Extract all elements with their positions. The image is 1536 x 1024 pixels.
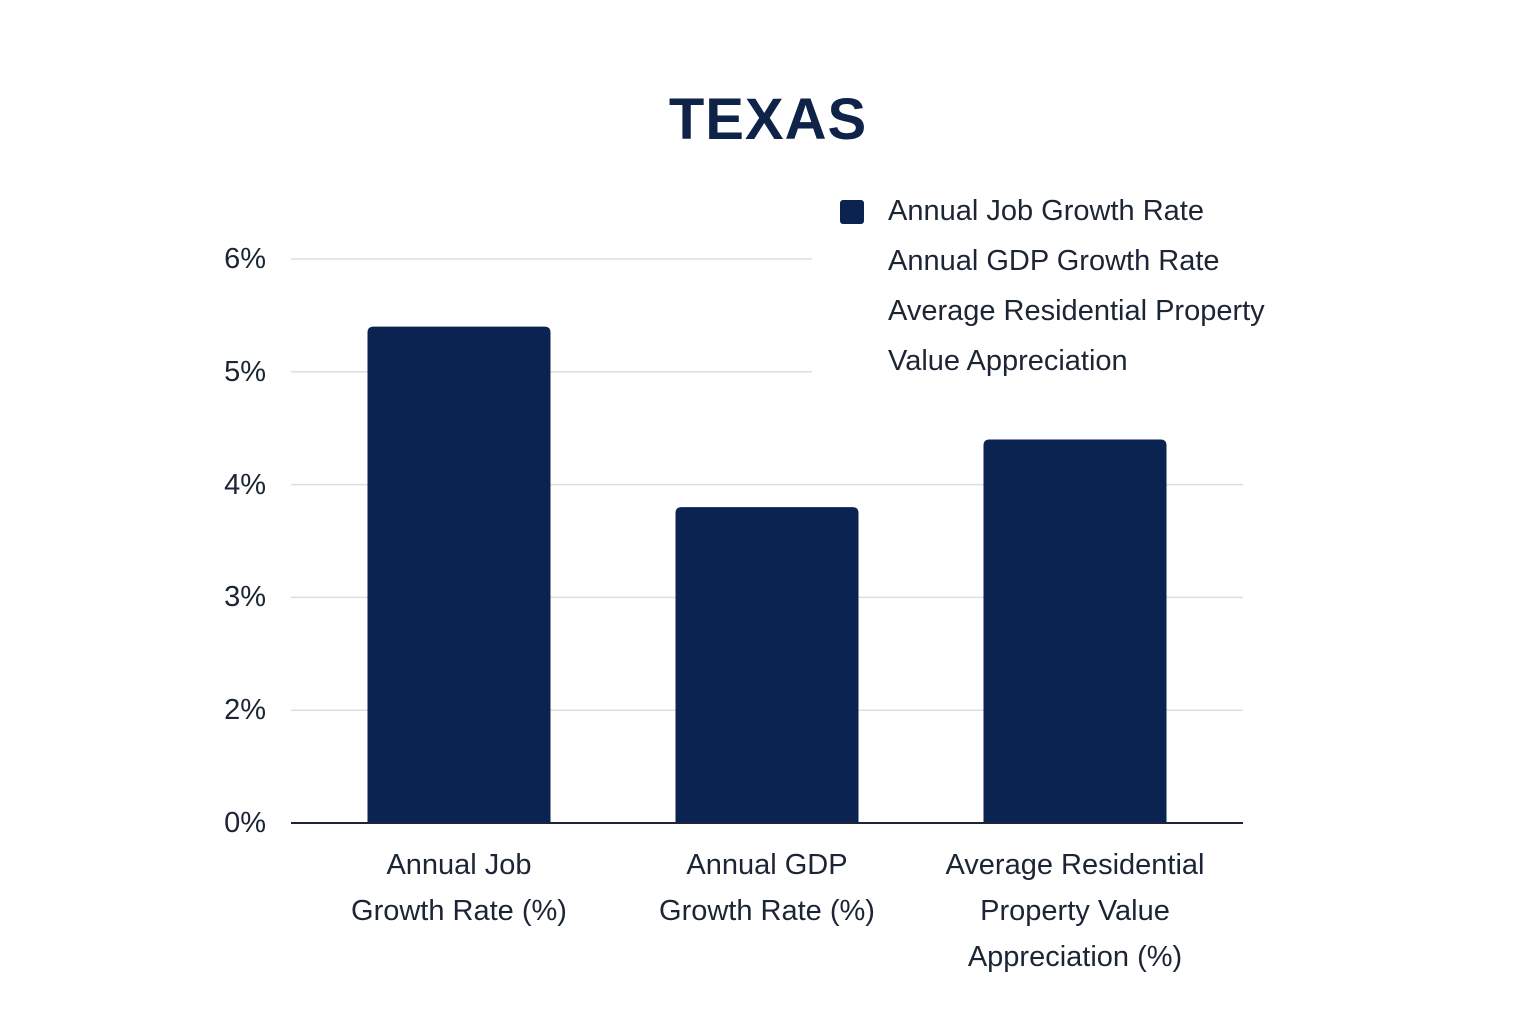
legend-item-job-growth[interactable]: Annual Job Growth Rate (838, 190, 1265, 240)
legend-label: Annual GDP Growth Rate (888, 245, 1220, 277)
x-tick-label-line: Annual Job (386, 849, 532, 881)
chart-title: TEXAS (668, 87, 868, 152)
y-tick-label: 6% (224, 243, 266, 275)
y-tick-label: 0% (224, 807, 266, 839)
legend-label: Annual Job Growth Rate (888, 195, 1204, 227)
legend: Annual Job Growth Rate Annual GDP Growth… (838, 190, 1265, 390)
bar-0[interactable] (367, 326, 551, 823)
bar-1[interactable] (675, 507, 859, 823)
x-tick-label-line: Property Value (980, 895, 1170, 927)
y-tick-label: 3% (224, 581, 266, 614)
x-tick-label-line: Growth Rate (%) (659, 895, 875, 927)
y-tick-label: 2% (224, 694, 266, 727)
legend-label: Average Residential Property (888, 295, 1265, 327)
x-tick-label-line: Annual GDP (686, 849, 848, 881)
x-tick-label-line: Average Residential (945, 849, 1205, 881)
legend-swatch (840, 200, 864, 224)
legend-item-property-appreciation[interactable]: Average Residential Property (838, 290, 1265, 340)
x-tick-label-line: Appreciation (%) (967, 941, 1183, 973)
legend-item-property-appreciation-cont: Value Appreciation (838, 340, 1265, 390)
bars (367, 326, 1167, 823)
y-tick-label: 5% (224, 355, 266, 388)
legend-label: Value Appreciation (888, 345, 1128, 377)
x-tick-label: Average Residential Property Value Appreci… (915, 842, 1235, 980)
y-tick-label: 4% (224, 468, 266, 501)
legend-item-gdp-growth[interactable]: Annual GDP Growth Rate (838, 240, 1265, 290)
x-tick-label-line: Growth Rate (%) (351, 895, 567, 927)
x-tick-label: Annual Job Growth Rate (%) (299, 842, 619, 934)
x-tick-label: Annual GDP Growth Rate (%) (607, 842, 927, 934)
bar-2[interactable] (983, 439, 1167, 823)
